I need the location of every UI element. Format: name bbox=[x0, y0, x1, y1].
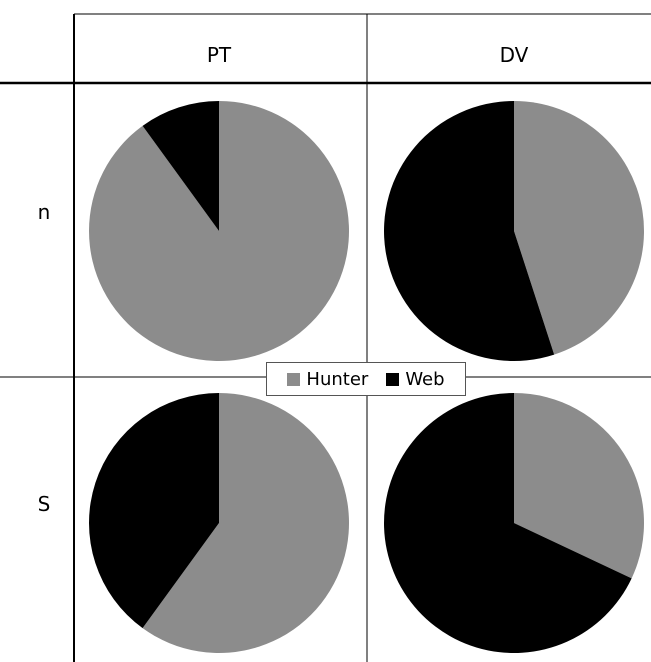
row-header-n: n bbox=[38, 200, 51, 224]
pie-slice-s-dv-hunter bbox=[514, 393, 645, 579]
pie-slice-s-pt-hunter bbox=[142, 393, 350, 653]
legend-label-web: Web bbox=[405, 368, 445, 390]
pie-slice-s-pt-web bbox=[89, 393, 219, 629]
pies-layer bbox=[89, 101, 645, 653]
pie-slice-n-dv-web bbox=[384, 101, 555, 362]
column-header-pt: PT bbox=[207, 43, 232, 67]
pie-slice-s-dv-web bbox=[384, 393, 632, 653]
legend-swatch-hunter bbox=[287, 372, 301, 386]
legend-swatch-web bbox=[386, 372, 400, 386]
row-header-s: S bbox=[38, 492, 51, 516]
pie-slice-n-pt-hunter bbox=[89, 101, 350, 361]
legend-label-hunter: Hunter bbox=[306, 368, 369, 390]
legend-entry-hunter: Hunter bbox=[287, 369, 368, 390]
legend: Hunter Web bbox=[266, 362, 466, 396]
pie-slice-n-pt-web bbox=[142, 101, 219, 231]
legend-entry-web: Web bbox=[386, 368, 445, 390]
column-header-dv: DV bbox=[500, 43, 529, 67]
pie-slice-n-dv-hunter bbox=[514, 101, 645, 355]
